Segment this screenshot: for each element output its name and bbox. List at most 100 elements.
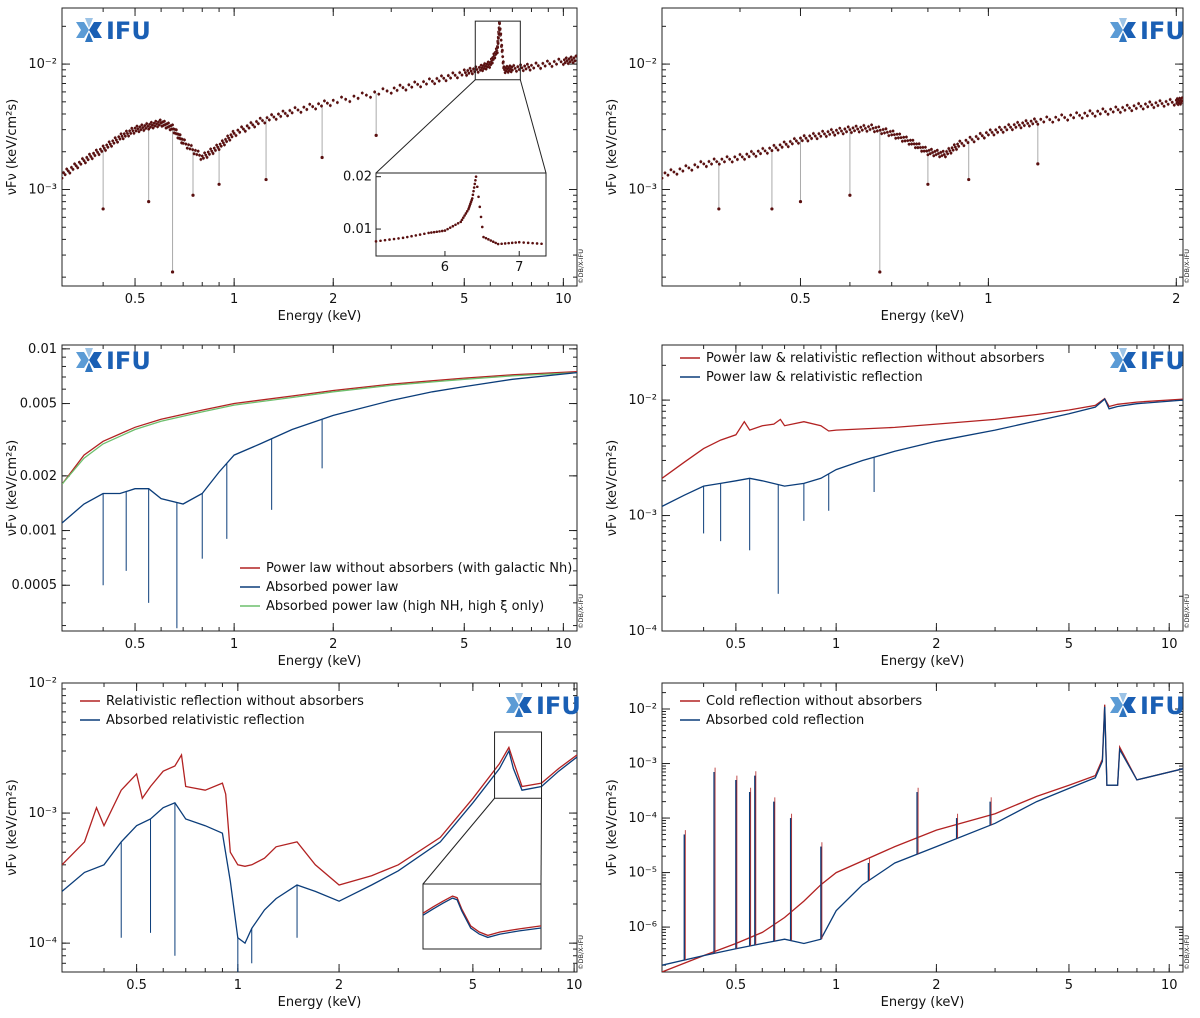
data-point bbox=[843, 127, 847, 131]
plot-area bbox=[62, 745, 577, 972]
data-point bbox=[495, 51, 499, 55]
credit-text: ©DB/X-IFU bbox=[577, 935, 585, 970]
data-point bbox=[122, 132, 126, 136]
data-point bbox=[1033, 117, 1036, 121]
data-point bbox=[143, 124, 147, 128]
logo-mark-left-icon bbox=[1110, 22, 1123, 38]
data-point bbox=[208, 152, 211, 156]
data-point bbox=[864, 126, 867, 130]
data-point bbox=[826, 130, 830, 134]
data-point bbox=[63, 173, 67, 177]
inset-data-point bbox=[494, 241, 497, 245]
data-point bbox=[976, 137, 980, 141]
data-point bbox=[808, 134, 812, 138]
y-tick-label: 10⁻³ bbox=[628, 509, 657, 524]
data-point bbox=[1114, 105, 1118, 109]
data-point bbox=[230, 135, 234, 139]
data-point bbox=[564, 56, 568, 60]
data-point bbox=[456, 76, 459, 80]
data-point bbox=[256, 122, 260, 126]
data-point bbox=[895, 132, 899, 136]
data-point bbox=[231, 129, 235, 133]
data-point bbox=[410, 85, 414, 89]
credit-text: ©DB/X-IFU bbox=[577, 249, 585, 284]
logo-mark-bottom-icon bbox=[1119, 32, 1127, 42]
y-tick-label: 10⁻³ bbox=[28, 806, 57, 821]
data-point bbox=[530, 63, 533, 67]
data-point bbox=[460, 73, 464, 77]
x-tick-label: 1 bbox=[230, 637, 238, 652]
data-point bbox=[204, 153, 208, 157]
data-point bbox=[562, 58, 566, 62]
data-point bbox=[702, 162, 706, 166]
data-point bbox=[68, 171, 72, 175]
data-point bbox=[663, 171, 667, 175]
data-point bbox=[1121, 106, 1125, 109]
data-point bbox=[150, 123, 154, 127]
data-point bbox=[1026, 121, 1030, 125]
data-point bbox=[1168, 98, 1172, 101]
data-point bbox=[149, 121, 153, 124]
data-point bbox=[117, 135, 121, 139]
inset-data-point bbox=[475, 185, 479, 189]
data-point bbox=[71, 167, 75, 171]
data-point bbox=[955, 147, 958, 151]
data-point bbox=[305, 108, 309, 111]
inset-data-point bbox=[517, 240, 521, 244]
ifu-logo: IFU bbox=[1110, 17, 1185, 45]
data-point bbox=[1166, 102, 1170, 106]
data-point bbox=[795, 139, 798, 143]
y-tick-label: 10⁻² bbox=[628, 702, 657, 717]
data-point bbox=[949, 151, 953, 155]
data-point bbox=[171, 123, 174, 127]
data-point bbox=[754, 154, 758, 158]
inset-data-point bbox=[418, 233, 422, 236]
data-point bbox=[224, 138, 227, 141]
data-point bbox=[482, 67, 486, 70]
data-point bbox=[114, 138, 118, 142]
data-point bbox=[978, 132, 982, 135]
x-axis-label: Energy (keV) bbox=[881, 654, 965, 669]
x-tick-label: 1 bbox=[832, 978, 840, 993]
data-point bbox=[900, 139, 904, 143]
data-point bbox=[1039, 117, 1043, 121]
data-point bbox=[187, 143, 191, 147]
data-point bbox=[181, 141, 185, 145]
data-point bbox=[134, 129, 138, 133]
data-point bbox=[84, 161, 87, 165]
data-point bbox=[120, 134, 124, 138]
data-point bbox=[210, 149, 214, 153]
data-point bbox=[828, 132, 832, 136]
data-point bbox=[340, 95, 343, 99]
data-point bbox=[501, 60, 505, 64]
data-point bbox=[951, 148, 955, 152]
data-point bbox=[1130, 109, 1134, 113]
data-point bbox=[888, 130, 892, 133]
data-point bbox=[846, 125, 850, 129]
data-point bbox=[272, 115, 276, 119]
data-point bbox=[1072, 116, 1076, 120]
data-point bbox=[813, 134, 817, 138]
data-point bbox=[238, 130, 242, 134]
y-tick-label: 0.001 bbox=[20, 524, 57, 539]
data-point bbox=[890, 133, 894, 137]
data-point bbox=[512, 64, 516, 67]
data-point bbox=[151, 126, 155, 130]
data-point bbox=[127, 134, 130, 138]
data-point bbox=[910, 142, 914, 146]
data-point bbox=[696, 165, 700, 169]
logo-mark-left-icon bbox=[1110, 352, 1123, 368]
data-point bbox=[878, 270, 882, 274]
data-point bbox=[211, 152, 215, 155]
inset-data-point bbox=[401, 236, 405, 240]
y-tick-label: 10⁻⁴ bbox=[628, 624, 657, 639]
legend-label: Absorbed relativistic reflection bbox=[106, 713, 305, 728]
data-point bbox=[135, 124, 139, 128]
data-point bbox=[501, 55, 505, 59]
data-point bbox=[453, 73, 457, 77]
inset-data-point bbox=[496, 242, 500, 246]
y-axis-label: νFν (keV/cm²s) bbox=[5, 779, 20, 875]
data-point bbox=[666, 173, 670, 177]
data-point bbox=[214, 148, 217, 152]
data-point bbox=[933, 150, 937, 153]
